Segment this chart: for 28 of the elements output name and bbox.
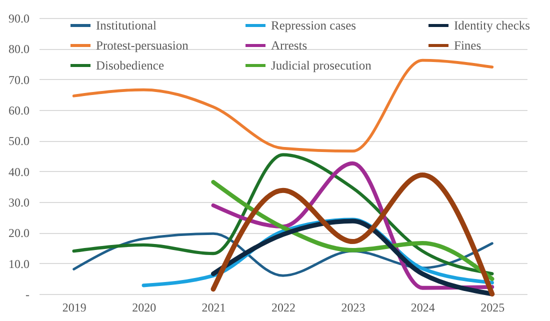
- legend-label: Institutional: [96, 18, 157, 32]
- line-series: [72, 153, 494, 276]
- legend-label: Fines: [454, 38, 482, 52]
- y-tick-label: 20.0: [8, 226, 30, 240]
- y-tick-label: 30.0: [8, 196, 30, 210]
- line-series: [72, 58, 494, 153]
- x-tick-label: 2020: [132, 300, 156, 314]
- y-tick-label: 80.0: [8, 42, 30, 56]
- y-tick-label: 50.0: [8, 134, 30, 148]
- y-tick-label: 40.0: [8, 164, 30, 179]
- x-tick-label: 2023: [341, 300, 366, 314]
- legend-label: Repression cases: [271, 18, 356, 32]
- legend-label: Identity checks: [454, 18, 530, 32]
- legend-label: Arrests: [271, 38, 308, 52]
- y-tick-label: 90.0: [8, 12, 30, 26]
- y-tick-label: 10.0: [8, 256, 30, 271]
- x-tick-label: 2022: [272, 300, 296, 314]
- legend-label: Protest-persuasion: [96, 38, 190, 52]
- y-tick-label: 70.0: [8, 72, 30, 87]
- line-series: [211, 180, 494, 282]
- legend-label: Disobedience: [96, 58, 164, 72]
- legend-label: Judicial prosecution: [271, 58, 372, 72]
- x-tick-label: 2019: [62, 300, 86, 314]
- x-tick-label: 2025: [480, 300, 505, 314]
- x-tick-label: 2024: [410, 300, 435, 314]
- x-tick-label: 2021: [202, 300, 226, 314]
- y-tick-label: 60.0: [8, 104, 30, 118]
- y-tick-label: -: [26, 288, 30, 302]
